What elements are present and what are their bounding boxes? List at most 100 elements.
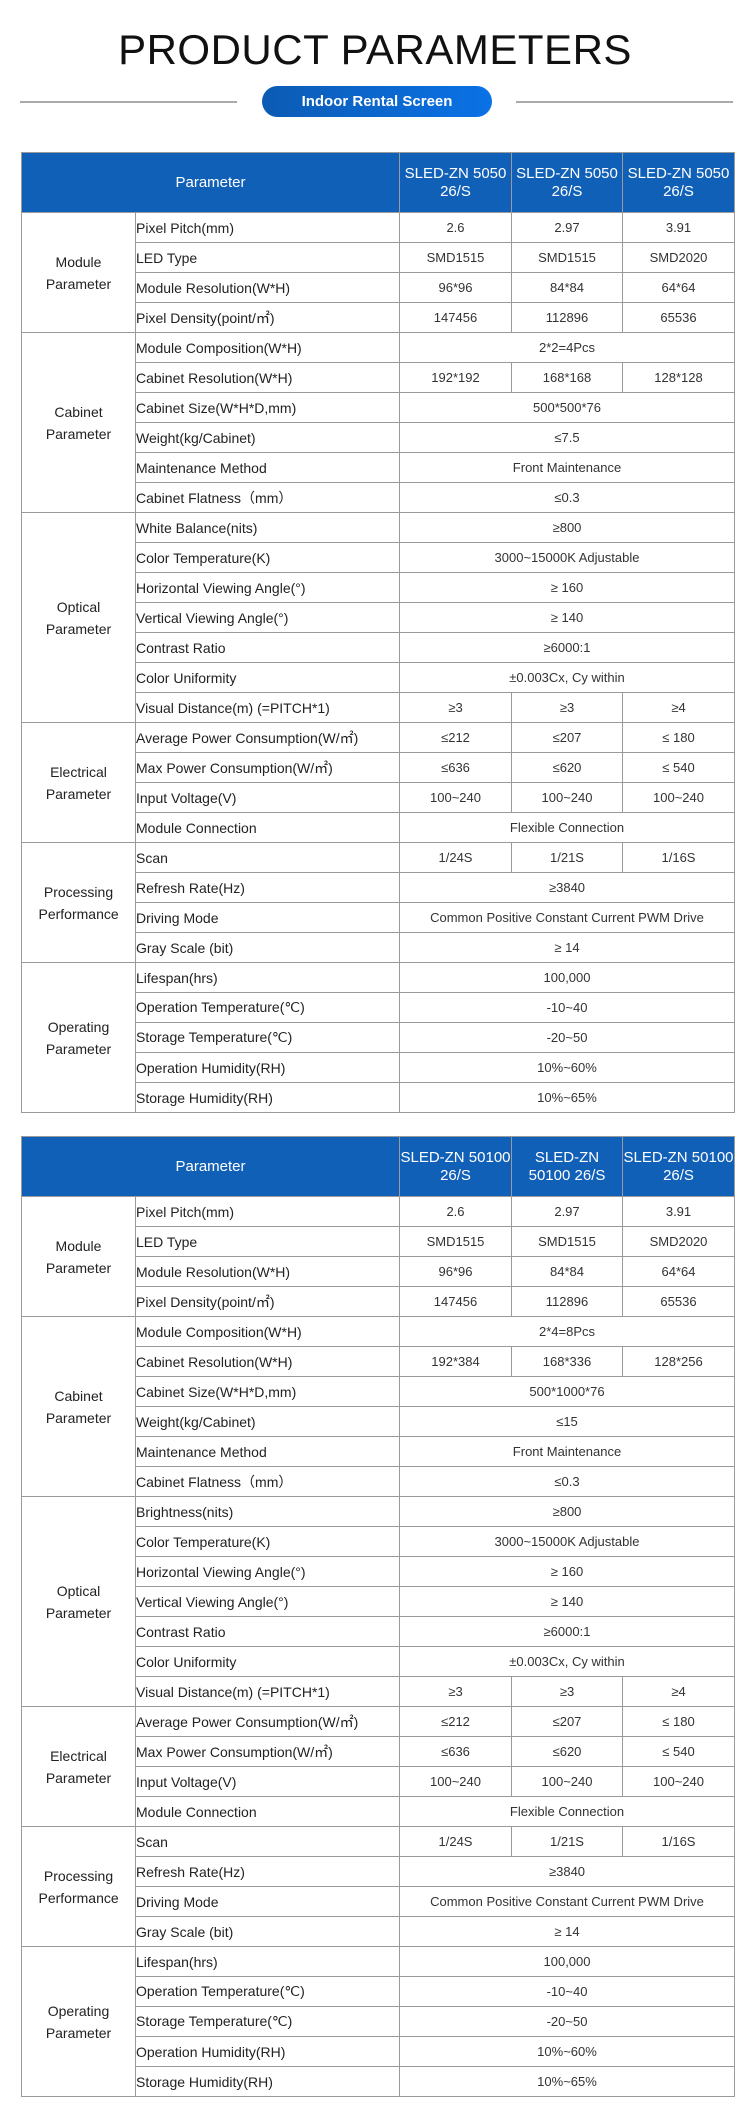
parameter-value: 100,000 (399, 962, 735, 993)
table-row: Driving Mode Common Positive Constant Cur… (22, 902, 735, 933)
table-row: Processing Performance Scan 1/24S 1/21S 1/16… (21, 842, 735, 963)
group-label: Cabinet Parameter (21, 1316, 136, 1497)
parameter-value: ≥ 140 (399, 1586, 735, 1617)
table-row: Cabinet Parameter Module Composition(W*H)… (21, 1316, 735, 1497)
parameter-value: ≥6000:1 (399, 632, 735, 663)
parameter-label: Pixel Pitch(mm) (135, 212, 400, 243)
parameter-label: Module Resolution(W*H) (135, 272, 400, 303)
parameter-label: Maintenance Method (135, 1436, 400, 1467)
parameter-value: ≥ 14 (399, 1916, 735, 1947)
table-row: LED Type SMD1515 SMD1515 SMD2020 (22, 1226, 735, 1257)
parameter-value: ≥ 160 (399, 1556, 735, 1587)
group-name: Optical Parameter (45, 1582, 112, 1621)
parameter-value: Flexible Connection (399, 812, 735, 843)
parameter-value: -20~50 (399, 1022, 735, 1053)
parameter-value: ≥3 (399, 692, 512, 723)
header-model: SLED-ZN 5050 26/S (399, 152, 512, 213)
table-row: Module Resolution(W*H) 96*96 84*84 64*64 (22, 272, 735, 303)
parameter-value: 10%~65% (399, 2066, 735, 2097)
parameter-value: 65536 (622, 302, 735, 333)
parameter-label: Module Composition(W*H) (135, 332, 400, 363)
parameter-label: Storage Temperature(℃) (135, 1022, 400, 1053)
parameter-label: White Balance(nits) (135, 512, 400, 543)
category-badge: Indoor Rental Screen (262, 86, 492, 117)
header-parameter: Parameter (21, 1136, 400, 1197)
parameter-label: Vertical Viewing Angle(°) (135, 602, 400, 633)
table-row: Horizontal Viewing Angle(°) ≥ 160 (22, 572, 735, 603)
parameter-label: Refresh Rate(Hz) (135, 872, 400, 903)
parameter-value: 2.6 (399, 1196, 512, 1227)
table-row: Electrical Parameter Average Power Consum… (21, 722, 735, 843)
parameter-label: Contrast Ratio (135, 632, 400, 663)
parameter-value: ≥3 (399, 1676, 512, 1707)
parameter-value: ≤207 (511, 1706, 623, 1737)
parameter-value: ≥3 (511, 1676, 623, 1707)
parameter-value: 500*1000*76 (399, 1376, 735, 1407)
table-row: Module Connection Flexible Connection (22, 812, 735, 843)
divider-left (20, 101, 237, 103)
parameter-value: 100~240 (511, 1766, 623, 1797)
table-row: Operation Temperature(℃) -10~40 (22, 992, 735, 1023)
parameter-value: -10~40 (399, 1976, 735, 2007)
parameter-label: Scan (135, 1826, 400, 1857)
parameter-label: Module Connection (135, 1796, 400, 1827)
parameter-label: Cabinet Flatness（mm） (135, 1466, 400, 1497)
table-row: LED Type SMD1515 SMD1515 SMD2020 (22, 242, 735, 273)
parameter-label: Gray Scale (bit) (135, 1916, 400, 1947)
parameter-value: ≤620 (511, 1736, 623, 1767)
parameter-label: Pixel Density(point/㎡) (135, 1286, 400, 1317)
group-label: Electrical Parameter (21, 1706, 136, 1827)
group-label: Processing Performance (21, 842, 136, 963)
parameter-value: Common Positive Constant Current PWM Dri… (399, 902, 735, 933)
table-row: Color Uniformity ±0.003Cx, Cy within (22, 1646, 735, 1677)
parameter-value: 147456 (399, 302, 512, 333)
parameter-value: Front Maintenance (399, 452, 735, 483)
parameter-value: ≤ 180 (622, 1706, 735, 1737)
parameter-value: 168*336 (511, 1346, 623, 1377)
table-row: Optical Parameter Brightness(nits) ≥800 (21, 1496, 735, 1707)
parameter-label: LED Type (135, 1226, 400, 1257)
parameter-value: 147456 (399, 1286, 512, 1317)
parameter-value: ≥6000:1 (399, 1616, 735, 1647)
parameter-value: Common Positive Constant Current PWM Dri… (399, 1886, 735, 1917)
group-name: Cabinet Parameter (45, 403, 112, 442)
parameter-value: 10%~60% (399, 2036, 735, 2067)
table-row: Color Uniformity ±0.003Cx, Cy within (22, 662, 735, 693)
parameter-value: ≤212 (399, 1706, 512, 1737)
parameter-value: 65536 (622, 1286, 735, 1317)
table-row: Operating Parameter Lifespan(hrs) 100,000 (21, 1946, 735, 2097)
parameter-value: 2.97 (511, 1196, 623, 1227)
parameter-label: Storage Humidity(RH) (135, 2066, 400, 2097)
parameter-label: Cabinet Flatness（mm） (135, 482, 400, 513)
parameter-value: SMD1515 (511, 1226, 623, 1257)
header-model: SLED-ZN 50100 26/S (399, 1136, 512, 1197)
table-row: Module Parameter Pixel Pitch(mm) 2.6 2.97 3.… (21, 212, 735, 333)
parameter-value: 3.91 (622, 212, 735, 243)
group-name: Module Parameter (45, 1237, 112, 1276)
parameter-value: 2.97 (511, 212, 623, 243)
parameter-value: 96*96 (399, 272, 512, 303)
parameter-value: -10~40 (399, 992, 735, 1023)
table-row: Gray Scale (bit) ≥ 14 (22, 1916, 735, 1947)
parameter-value: 100,000 (399, 1946, 735, 1977)
parameter-value: SMD1515 (511, 242, 623, 273)
parameter-label: Lifespan(hrs) (135, 962, 400, 993)
parameter-value: ≤212 (399, 722, 512, 753)
parameter-label: Module Connection (135, 812, 400, 843)
group-label: Module Parameter (21, 1196, 136, 1317)
table-row: Weight(kg/Cabinet) ≤7.5 (22, 422, 735, 453)
parameter-value: SMD1515 (399, 1226, 512, 1257)
parameter-label: Vertical Viewing Angle(°) (135, 1586, 400, 1617)
parameter-value: 2.6 (399, 212, 512, 243)
table-row: Pixel Density(point/㎡) 147456 112896 65536 (22, 1286, 735, 1317)
parameter-value: 64*64 (622, 272, 735, 303)
parameter-value: 1/21S (511, 1826, 623, 1857)
parameter-value: 100~240 (622, 1766, 735, 1797)
parameter-label: Scan (135, 842, 400, 873)
parameter-value: 100~240 (622, 782, 735, 813)
table-row: Optical Parameter White Balance(nits) ≥800 (21, 512, 735, 723)
parameter-value: 96*96 (399, 1256, 512, 1287)
parameter-label: Max Power Consumption(W/㎡) (135, 752, 400, 783)
parameter-value: ≥3840 (399, 1856, 735, 1887)
parameter-label: Color Temperature(K) (135, 542, 400, 573)
